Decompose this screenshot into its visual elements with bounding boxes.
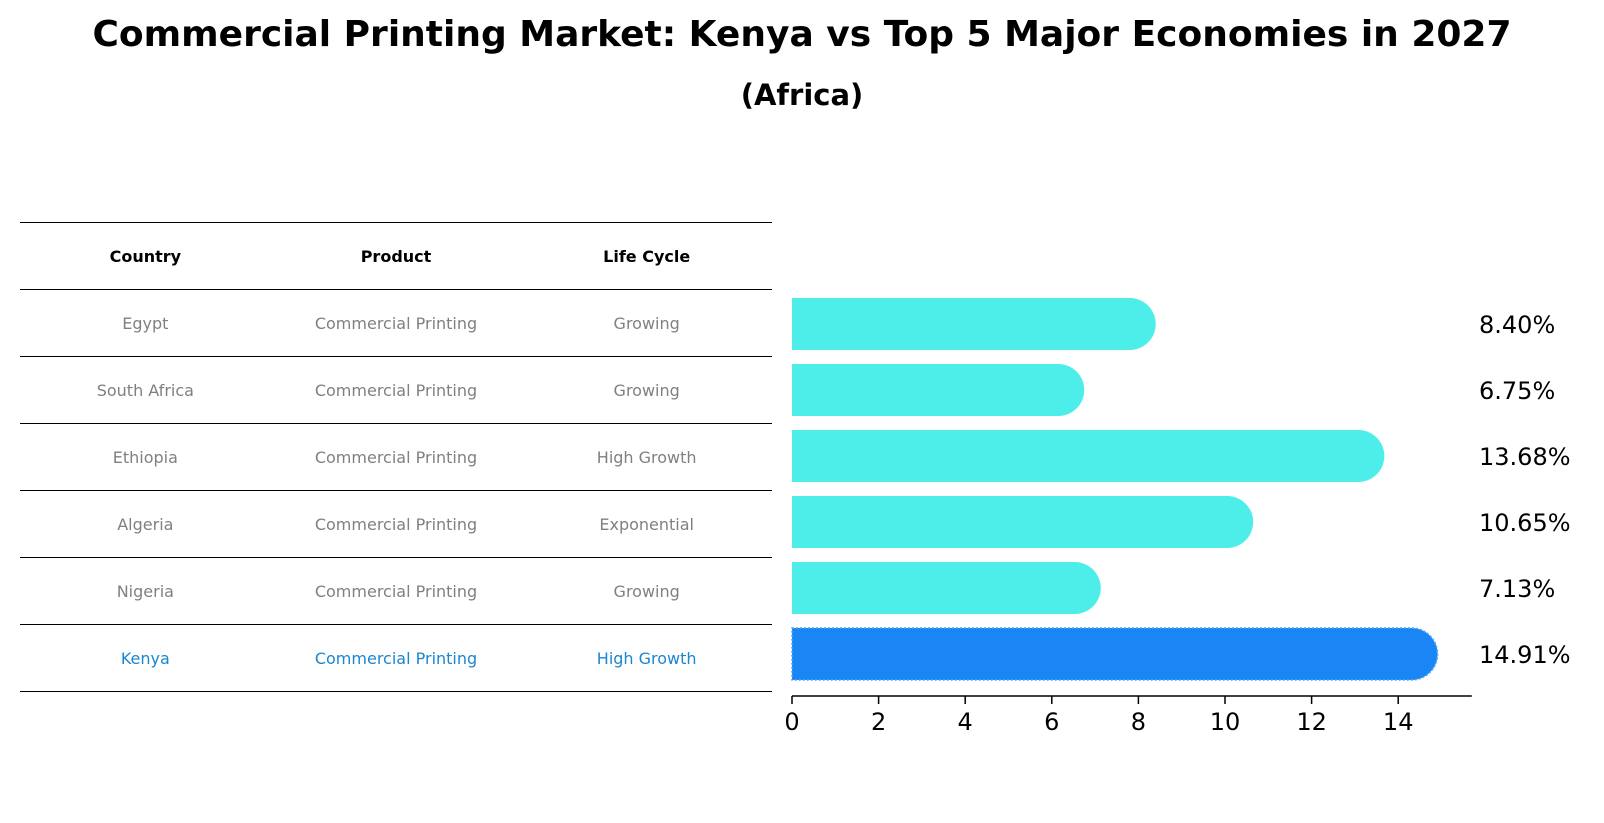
country-cell: Kenya: [120, 648, 170, 668]
x-tick-label: 4: [958, 708, 973, 736]
x-tick-label: 2: [871, 708, 886, 736]
chart-subtitle: (Africa): [740, 78, 864, 112]
bar-value-label: 8.40%: [1479, 311, 1555, 339]
life-cycle-cell: High Growth: [596, 447, 697, 467]
product-cell: Commercial Printing: [314, 581, 478, 601]
column-header-life-cycle: Life Cycle: [603, 246, 691, 266]
country-cell: Algeria: [117, 514, 174, 534]
column-header-product: Product: [360, 246, 432, 266]
bar-kenya: [791, 627, 1439, 681]
bar-south-africa: [792, 364, 1085, 416]
life-cycle-cell: Exponential: [599, 514, 694, 534]
table-row: Algeria Commercial Printing Exponential: [20, 491, 772, 558]
bar-nigeria: [792, 562, 1101, 614]
bar-algeria: [792, 496, 1254, 548]
life-cycle-cell: Growing: [613, 581, 680, 601]
life-cycle-cell: Growing: [613, 313, 680, 333]
country-cell: South Africa: [96, 380, 194, 400]
table-header-row: Country Product Life Cycle: [20, 222, 772, 290]
table-row: South Africa Commercial Printing Growing: [20, 357, 772, 424]
country-cell: Ethiopia: [112, 447, 178, 467]
bar-value-label: 7.13%: [1479, 575, 1555, 603]
bar-value-label: 10.65%: [1479, 509, 1571, 537]
table-row-highlight: Kenya Commercial Printing High Growth: [20, 625, 772, 692]
x-tick-label: 8: [1131, 708, 1146, 736]
x-tick-label: 10: [1210, 708, 1241, 736]
table-row: Egypt Commercial Printing Growing: [20, 290, 772, 357]
table-row: Nigeria Commercial Printing Growing: [20, 558, 772, 625]
data-table: Country Product Life Cycle Egypt Commerc…: [20, 222, 772, 692]
bar-ethiopia: [792, 430, 1385, 482]
chart-title: Commercial Printing Market: Kenya vs Top…: [92, 14, 1512, 55]
bar-value-label: 6.75%: [1479, 377, 1555, 405]
x-tick-label: 14: [1383, 708, 1414, 736]
x-tick-label: 0: [784, 708, 799, 736]
life-cycle-cell: High Growth: [596, 648, 697, 668]
table-row: Ethiopia Commercial Printing High Growth: [20, 424, 772, 491]
country-cell: Egypt: [122, 313, 169, 333]
product-cell: Commercial Printing: [314, 648, 478, 668]
product-cell: Commercial Printing: [314, 447, 478, 467]
life-cycle-cell: Growing: [613, 380, 680, 400]
x-tick-label: 6: [1044, 708, 1059, 736]
column-header-country: Country: [109, 246, 182, 266]
product-cell: Commercial Printing: [314, 380, 478, 400]
bar-value-label: 14.91%: [1479, 641, 1571, 669]
country-cell: Nigeria: [116, 581, 174, 601]
x-tick-label: 12: [1296, 708, 1327, 736]
bar-value-label: 13.68%: [1479, 443, 1571, 471]
product-cell: Commercial Printing: [314, 514, 478, 534]
product-cell: Commercial Printing: [314, 313, 478, 333]
bar-egypt: [792, 298, 1156, 350]
